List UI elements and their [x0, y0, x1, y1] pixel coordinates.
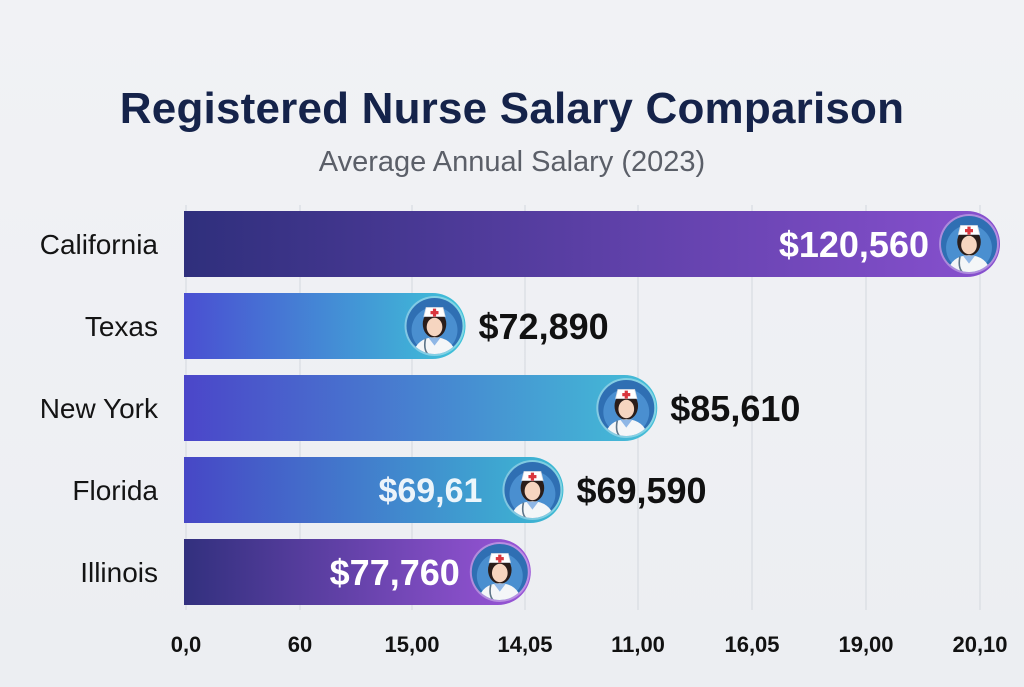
value-label: $72,890 — [479, 306, 609, 347]
x-tick-label: 11,00 — [611, 632, 665, 657]
x-tick-label: 15,00 — [384, 632, 439, 657]
chart-subtitle: Average Annual Salary (2023) — [318, 146, 706, 178]
value-label: $77,760 — [330, 552, 460, 593]
x-tick-label: 0,0 — [171, 632, 202, 657]
category-label: Texas — [85, 311, 158, 342]
x-tick-label: 19,00 — [838, 632, 893, 657]
x-tick-label: 20,10 — [952, 632, 1007, 657]
x-tick-label: 60 — [288, 632, 312, 657]
ghost-value-label: $69,61 — [378, 472, 482, 510]
category-label: Florida — [72, 475, 158, 506]
bar — [184, 211, 1000, 277]
x-tick-label: 14,05 — [497, 632, 552, 657]
category-label: California — [40, 229, 159, 260]
value-label: $120,560 — [779, 224, 929, 265]
nurse-avatar-icon — [469, 542, 530, 602]
nurse-avatar-icon — [502, 460, 563, 520]
bar — [184, 293, 466, 359]
bar — [184, 375, 658, 441]
x-tick-label: 16,05 — [724, 632, 779, 657]
bar — [184, 457, 564, 523]
value-label: $69,590 — [576, 470, 706, 511]
category-label: New York — [40, 393, 159, 424]
value-label: $85,610 — [670, 388, 800, 429]
nurse-avatar-icon — [596, 378, 657, 438]
nurse-avatar-icon — [404, 296, 465, 356]
nurse-avatar-icon — [939, 214, 999, 274]
chart-title: Registered Nurse Salary Comparison — [119, 84, 905, 133]
category-label: Illinois — [80, 557, 158, 588]
bar — [184, 539, 531, 605]
